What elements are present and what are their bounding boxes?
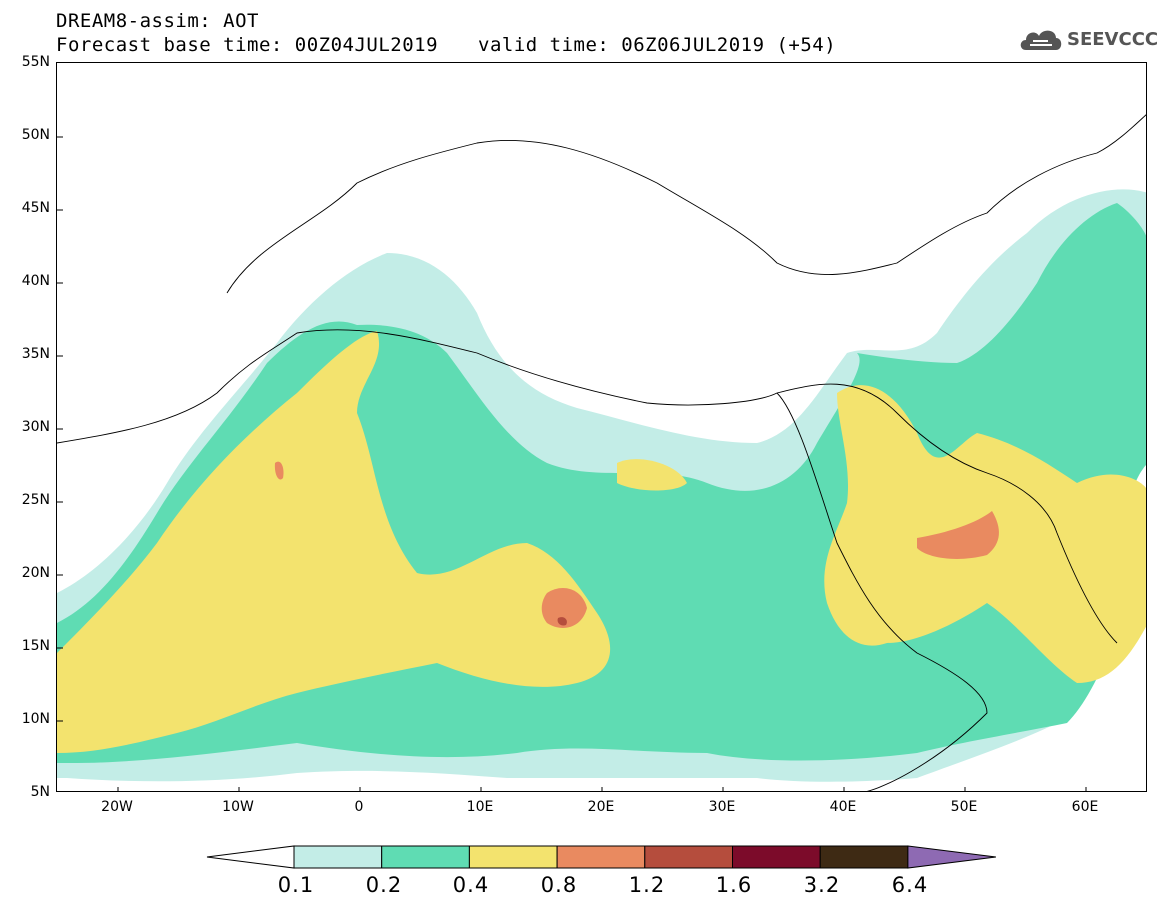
axis-ticks <box>57 136 1087 791</box>
coastline-arabia <box>776 383 1118 644</box>
cloud-icon <box>1020 30 1062 50</box>
lat-label: 55N <box>21 54 50 70</box>
coastline-europe <box>226 114 1146 294</box>
lat-label: 10N <box>21 711 50 727</box>
coastline-africa <box>57 329 988 791</box>
lon-label: 0 <box>354 799 364 815</box>
lon-label: 60E <box>1071 799 1099 815</box>
lon-label: 10W <box>222 799 254 815</box>
colorbar-level: 1.6 <box>715 873 753 897</box>
colorbar-swatch <box>556 845 646 869</box>
lat-label: 45N <box>21 200 50 216</box>
colorbar-level: 0.4 <box>452 873 490 897</box>
aot-band-1-2 <box>557 617 567 626</box>
colorbar-level: 6.4 <box>891 873 929 897</box>
colorbar-swatch <box>468 845 558 869</box>
colorbar-arrow-low <box>206 845 295 869</box>
colorbar <box>206 845 1000 873</box>
lat-label: 20N <box>21 565 50 581</box>
lon-label: 10E <box>466 799 494 815</box>
colorbar-level: 1.2 <box>628 873 666 897</box>
lat-label: 15N <box>21 638 50 654</box>
colorbar-swatch <box>732 845 821 869</box>
aot-band-0-8 <box>274 461 284 480</box>
lat-label: 30N <box>21 419 50 435</box>
lat-label: 50N <box>21 127 50 143</box>
aot-band-0-8 <box>917 511 999 559</box>
colorbar-svg <box>206 845 996 869</box>
lon-label: 50E <box>950 799 978 815</box>
forecast-base-time: Forecast base time: 00Z04JUL2019 <box>56 34 439 56</box>
logo: SEEVCCC <box>1018 24 1158 54</box>
lon-label: 40E <box>829 799 857 815</box>
aot-band-0-4 <box>617 459 687 491</box>
colorbar-swatch <box>293 845 383 869</box>
valid-time: valid time: 06Z06JUL2019 (+54) <box>478 34 837 56</box>
lon-label: 20W <box>101 799 133 815</box>
aot-band-0-4 <box>57 331 611 753</box>
colorbar-level: 0.1 <box>277 873 315 897</box>
map-frame[interactable] <box>56 62 1147 792</box>
lon-label: 30E <box>708 799 736 815</box>
lat-label: 25N <box>21 492 50 508</box>
colorbar-level: 0.8 <box>540 873 578 897</box>
colorbar-level: 0.2 <box>365 873 403 897</box>
aot-band-0-8 <box>541 588 587 628</box>
chart-title: DREAM8-assim: AOT <box>56 10 259 32</box>
colorbar-swatch <box>819 845 909 869</box>
lat-label: 40N <box>21 273 50 289</box>
colorbar-swatch <box>381 845 470 869</box>
colorbar-level: 3.2 <box>803 873 841 897</box>
colorbar-swatch <box>644 845 733 869</box>
logo-text: SEEVCCC <box>1067 28 1159 50</box>
lon-label: 20E <box>587 799 615 815</box>
colorbar-arrow-high <box>907 845 996 869</box>
lat-label: 5N <box>30 784 50 800</box>
aot-map[interactable] <box>57 63 1147 792</box>
lat-label: 35N <box>21 346 50 362</box>
